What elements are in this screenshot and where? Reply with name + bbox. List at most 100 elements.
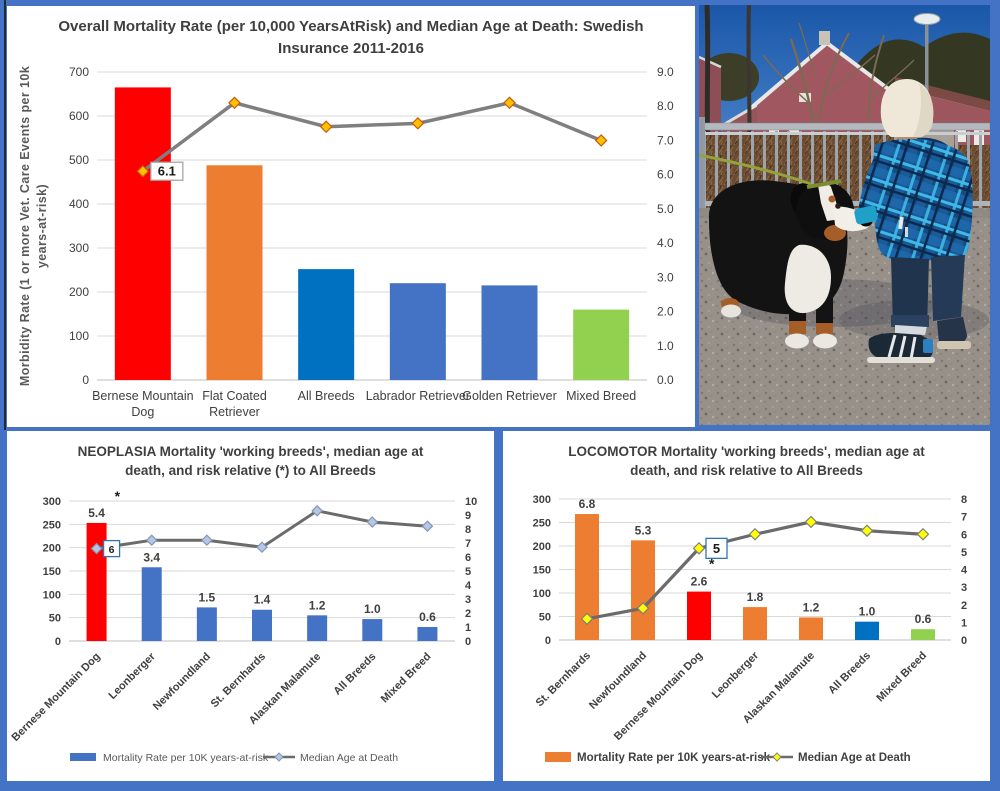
photo-dog-and-toddler [698, 4, 991, 425]
svg-text:700: 700 [69, 65, 89, 79]
svg-text:Mortality Rate per 10K years-a: Mortality Rate per 10K years-at-risk [103, 752, 269, 764]
svg-text:*: * [709, 556, 715, 572]
svg-text:150: 150 [43, 566, 61, 578]
svg-text:All Breeds: All Breeds [298, 389, 355, 403]
svg-text:5.0: 5.0 [657, 202, 674, 216]
svg-text:1: 1 [465, 622, 471, 634]
neoplasia-chart-title: NEOPLASIA Mortality 'working breeds', me… [77, 444, 424, 478]
photo-illustration [698, 4, 991, 425]
svg-text:2.6: 2.6 [691, 575, 708, 589]
svg-text:250: 250 [43, 519, 61, 531]
svg-text:5: 5 [465, 566, 471, 578]
svg-text:0: 0 [465, 636, 471, 648]
svg-text:8: 8 [961, 494, 967, 506]
svg-text:7: 7 [961, 512, 967, 524]
svg-text:Flat Coated: Flat Coated [202, 389, 267, 403]
svg-text:1.2: 1.2 [309, 598, 326, 612]
svg-text:8.0: 8.0 [657, 99, 674, 113]
svg-text:*: * [115, 488, 121, 504]
svg-text:0: 0 [961, 635, 967, 647]
svg-text:Leonberger: Leonberger [710, 649, 762, 701]
bernese-puppy [698, 153, 873, 349]
svg-text:4: 4 [465, 580, 472, 592]
svg-text:6: 6 [465, 552, 471, 564]
svg-text:500: 500 [69, 153, 89, 167]
svg-text:300: 300 [43, 496, 61, 508]
svg-text:3.0: 3.0 [657, 270, 674, 284]
svg-text:Mortality Rate per 10K years-a: Mortality Rate per 10K years-at-risk [577, 752, 771, 764]
left-edge-line [4, 0, 6, 430]
svg-text:2: 2 [961, 600, 967, 612]
svg-text:Median Age at Death: Median Age at Death [798, 752, 911, 764]
svg-text:6: 6 [961, 529, 967, 541]
locomotor-mortality-chart: 0 50 100 150 200 250 300 0 1 2 3 4 5 6 7 8 6.8 5.3 2.6 1.8 1… [503, 431, 990, 781]
svg-text:9.0: 9.0 [657, 65, 674, 79]
svg-text:7: 7 [465, 538, 471, 550]
svg-text:Retriever: Retriever [209, 405, 260, 419]
svg-text:4: 4 [961, 565, 968, 577]
svg-text:1.8: 1.8 [747, 590, 764, 604]
svg-text:250: 250 [533, 518, 551, 530]
svg-text:9: 9 [465, 510, 471, 522]
svg-text:St. Bernhards: St. Bernhards [209, 651, 268, 710]
overall-mortality-chart: 0 100 200 300 400 500 600 700 0.0 1.0 2.0 3.0 4.0 5.0… [7, 6, 695, 427]
svg-text:1.0: 1.0 [859, 605, 876, 619]
svg-text:6.8: 6.8 [579, 497, 596, 511]
svg-text:300: 300 [533, 494, 551, 506]
svg-text:6.1: 6.1 [158, 164, 176, 179]
svg-text:Bernese Mountain: Bernese Mountain [92, 389, 194, 403]
svg-text:0: 0 [545, 635, 551, 647]
svg-text:100: 100 [533, 588, 551, 600]
svg-text:Labrador Retriever: Labrador Retriever [366, 389, 470, 403]
svg-text:All Breeds: All Breeds [826, 650, 873, 697]
neoplasia-mortality-chart: 0 50 100 150 200 250 300 0 1 2 3 4 5 6 7 8 9 10 5.4 3.4 1.5 1… [7, 431, 494, 781]
svg-text:Mixed Breed: Mixed Breed [379, 651, 434, 706]
svg-text:1.4: 1.4 [254, 593, 271, 607]
locomotor-chart-title: LOCOMOTOR Mortality 'working breeds', me… [568, 444, 925, 478]
svg-text:0.0: 0.0 [657, 373, 674, 387]
svg-text:2.0: 2.0 [657, 305, 674, 319]
svg-text:All Breeds: All Breeds [331, 651, 378, 698]
svg-text:2: 2 [465, 608, 471, 620]
svg-text:5: 5 [961, 547, 967, 559]
svg-text:6.0: 6.0 [657, 168, 674, 182]
svg-text:0: 0 [55, 636, 61, 648]
svg-text:Golden Retriever: Golden Retriever [462, 389, 557, 403]
svg-text:Newfoundland: Newfoundland [151, 651, 213, 713]
svg-text:1.5: 1.5 [199, 590, 216, 604]
svg-text:8: 8 [465, 524, 471, 536]
svg-text:3: 3 [465, 594, 471, 606]
svg-text:50: 50 [539, 612, 551, 624]
neoplasia-mortality-panel: NEOPLASIA Mortality 'working breeds', me… [7, 431, 494, 781]
locomotor-mortality-panel: LOCOMOTOR Mortality 'working breeds', me… [503, 431, 990, 781]
toddler [854, 79, 973, 363]
svg-text:3.4: 3.4 [143, 550, 160, 564]
svg-text:Median Age at Death: Median Age at Death [300, 752, 398, 764]
svg-text:200: 200 [533, 541, 551, 553]
svg-text:Mixed Breed: Mixed Breed [874, 650, 929, 705]
svg-text:200: 200 [43, 543, 61, 555]
svg-text:400: 400 [69, 197, 89, 211]
svg-text:150: 150 [533, 565, 551, 577]
svg-text:100: 100 [69, 329, 89, 343]
svg-text:1.2: 1.2 [803, 600, 820, 614]
svg-text:200: 200 [69, 285, 89, 299]
overall-mortality-panel: Overall Mortality Rate (per 10,000 Years… [7, 6, 695, 427]
svg-text:0.6: 0.6 [915, 612, 932, 626]
svg-text:0.6: 0.6 [419, 610, 436, 624]
svg-text:Leonberger: Leonberger [107, 650, 159, 702]
svg-text:600: 600 [69, 109, 89, 123]
svg-text:300: 300 [69, 241, 89, 255]
svg-text:5: 5 [713, 541, 720, 556]
svg-text:7.0: 7.0 [657, 133, 674, 147]
svg-text:0: 0 [82, 373, 89, 387]
svg-text:100: 100 [43, 589, 61, 601]
svg-text:1.0: 1.0 [364, 602, 381, 616]
overall-chart-title: Overall Mortality Rate (per 10,000 Years… [58, 18, 644, 57]
svg-text:3: 3 [961, 582, 967, 594]
svg-text:50: 50 [49, 613, 61, 625]
svg-text:10: 10 [465, 496, 477, 508]
svg-text:1.0: 1.0 [657, 339, 674, 353]
svg-text:5.3: 5.3 [635, 523, 652, 537]
